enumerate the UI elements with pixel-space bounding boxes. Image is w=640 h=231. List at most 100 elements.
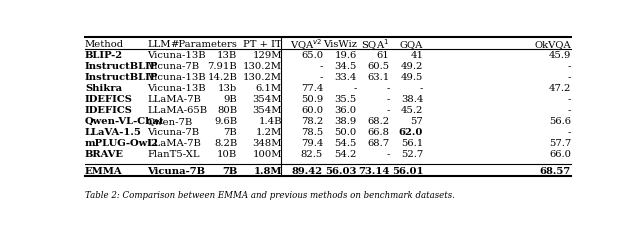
Text: 38.9: 38.9 [335, 117, 356, 126]
Text: #Parameters: #Parameters [170, 40, 237, 49]
Text: PT + IT: PT + IT [243, 40, 282, 49]
Text: 79.4: 79.4 [301, 139, 323, 148]
Text: 49.5: 49.5 [401, 73, 423, 82]
Text: mPLUG-Owl2: mPLUG-Owl2 [85, 139, 159, 148]
Text: 354M: 354M [252, 106, 282, 115]
Text: LLaMA-7B: LLaMA-7B [147, 95, 201, 104]
Text: 13B: 13B [217, 51, 237, 60]
Text: 65.0: 65.0 [301, 51, 323, 60]
Text: 49.2: 49.2 [401, 62, 423, 71]
Text: 68.7: 68.7 [367, 139, 390, 148]
Text: 41: 41 [410, 51, 423, 60]
Text: 52.7: 52.7 [401, 149, 423, 158]
Text: 56.01: 56.01 [392, 166, 423, 175]
Text: 77.4: 77.4 [301, 84, 323, 93]
Text: 14.2B: 14.2B [207, 73, 237, 82]
Text: 73.14: 73.14 [358, 166, 390, 175]
Text: 348M: 348M [252, 139, 282, 148]
Text: -: - [386, 149, 390, 158]
Text: 56.03: 56.03 [325, 166, 356, 175]
Text: 36.0: 36.0 [335, 106, 356, 115]
Text: 45.2: 45.2 [401, 106, 423, 115]
Text: 130.2M: 130.2M [243, 73, 282, 82]
Text: InstructBLIP: InstructBLIP [85, 62, 158, 71]
Text: Table 2: Comparison between EMMA and previous methods on benchmark datasets.: Table 2: Comparison between EMMA and pre… [85, 190, 455, 199]
Text: -: - [420, 84, 423, 93]
Text: GQA: GQA [400, 40, 423, 49]
Text: 45.9: 45.9 [548, 51, 571, 60]
Text: LLaMA-65B: LLaMA-65B [147, 106, 207, 115]
Text: 354M: 354M [252, 95, 282, 104]
Text: 60.0: 60.0 [301, 106, 323, 115]
Text: 100M: 100M [252, 149, 282, 158]
Text: -: - [568, 73, 571, 82]
Text: 50.9: 50.9 [301, 95, 323, 104]
Text: 7B: 7B [223, 128, 237, 137]
Text: -: - [319, 73, 323, 82]
Text: Method: Method [85, 40, 124, 49]
Text: -: - [353, 84, 356, 93]
Text: 19.6: 19.6 [335, 51, 356, 60]
Text: Vicuna-13B: Vicuna-13B [147, 84, 205, 93]
Text: Vicuna-13B: Vicuna-13B [147, 51, 205, 60]
Text: 54.5: 54.5 [334, 139, 356, 148]
Text: 80B: 80B [217, 106, 237, 115]
Text: 8.2B: 8.2B [214, 139, 237, 148]
Text: -: - [568, 95, 571, 104]
Text: 54.2: 54.2 [334, 149, 356, 158]
Text: -: - [568, 128, 571, 137]
Text: 61: 61 [377, 51, 390, 60]
Text: 6.1M: 6.1M [256, 84, 282, 93]
Text: 68.2: 68.2 [367, 117, 390, 126]
Text: 1.8M: 1.8M [253, 166, 282, 175]
Text: -: - [386, 95, 390, 104]
Text: 13b: 13b [218, 84, 237, 93]
Text: SQA$^{1}$: SQA$^{1}$ [362, 37, 390, 52]
Text: 89.42: 89.42 [292, 166, 323, 175]
Text: Vicuna-13B: Vicuna-13B [147, 73, 205, 82]
Text: Vicuna-7B: Vicuna-7B [147, 166, 205, 175]
Text: 63.1: 63.1 [367, 73, 390, 82]
Text: LLaMA-7B: LLaMA-7B [147, 139, 201, 148]
Text: 10B: 10B [217, 149, 237, 158]
Text: Qwen-VL-Chat: Qwen-VL-Chat [85, 117, 164, 126]
Text: 78.5: 78.5 [301, 128, 323, 137]
Text: 9B: 9B [223, 95, 237, 104]
Text: InstructBLIP: InstructBLIP [85, 73, 158, 82]
Text: BRAVE: BRAVE [85, 149, 124, 158]
Text: 57.7: 57.7 [548, 139, 571, 148]
Text: 56.6: 56.6 [549, 117, 571, 126]
Text: 1.4B: 1.4B [259, 117, 282, 126]
Text: OkVQA: OkVQA [534, 40, 571, 49]
Text: 9.6B: 9.6B [214, 117, 237, 126]
Text: 7.91B: 7.91B [207, 62, 237, 71]
Text: FlanT5-XL: FlanT5-XL [147, 149, 200, 158]
Text: -: - [319, 62, 323, 71]
Text: 130.2M: 130.2M [243, 62, 282, 71]
Text: Qwen-7B: Qwen-7B [147, 117, 193, 126]
Text: 68.57: 68.57 [540, 166, 571, 175]
Text: 1.2M: 1.2M [255, 128, 282, 137]
Text: -: - [386, 106, 390, 115]
Text: -: - [386, 84, 390, 93]
Text: LLM: LLM [147, 40, 170, 49]
Text: BLIP-2: BLIP-2 [85, 51, 123, 60]
Text: 62.0: 62.0 [399, 128, 423, 137]
Text: 66.0: 66.0 [549, 149, 571, 158]
Text: Vicuna-7B: Vicuna-7B [147, 128, 199, 137]
Text: Vicuna-7B: Vicuna-7B [147, 62, 199, 71]
Text: -: - [568, 62, 571, 71]
Text: 38.4: 38.4 [401, 95, 423, 104]
Text: Shikra: Shikra [85, 84, 122, 93]
Text: 66.8: 66.8 [367, 128, 390, 137]
Text: IDEFICS: IDEFICS [85, 95, 133, 104]
Text: 47.2: 47.2 [548, 84, 571, 93]
Text: VisWiz: VisWiz [323, 40, 356, 49]
Text: EMMA: EMMA [85, 166, 123, 175]
Text: 60.5: 60.5 [367, 62, 390, 71]
Text: 56.1: 56.1 [401, 139, 423, 148]
Text: 33.4: 33.4 [334, 73, 356, 82]
Text: 129M: 129M [252, 51, 282, 60]
Text: 34.5: 34.5 [334, 62, 356, 71]
Text: 78.2: 78.2 [301, 117, 323, 126]
